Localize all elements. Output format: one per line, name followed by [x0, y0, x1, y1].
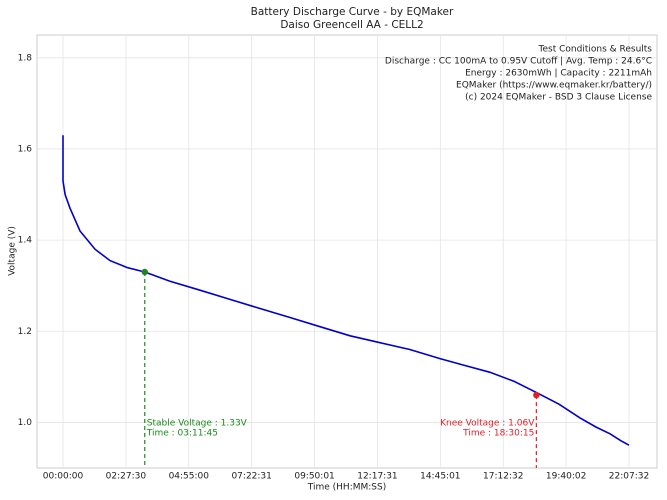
x-tick-label: 14:45:01 — [420, 472, 460, 482]
annotation-label: Knee Voltage : 1.06V — [440, 419, 535, 429]
x-tick-label: 17:12:32 — [483, 472, 523, 482]
y-tick-label: 1.6 — [18, 144, 33, 154]
x-tick-label: 19:40:02 — [546, 472, 586, 482]
info-text: Discharge : CC 100mA to 0.95V Cutoff | A… — [385, 57, 652, 67]
plot-area — [36, 34, 658, 469]
x-tick-label: 04:55:00 — [169, 472, 210, 482]
annotation-marker — [141, 268, 148, 276]
y-tick-label: 1.4 — [18, 236, 33, 246]
info-text: Energy : 2630mWh | Capacity : 2211mAh — [465, 69, 652, 79]
discharge-line — [62, 135, 630, 446]
annotation-label: Time : 03:11:45 — [146, 429, 218, 439]
y-tick-label: 1.2 — [18, 327, 32, 337]
annotation-label: Stable Voltage : 1.33V — [147, 419, 248, 429]
annotation-label: Time : 18:30:15 — [462, 429, 534, 439]
x-tick-label: 07:22:31 — [231, 472, 271, 482]
x-tick-label: 02:27:30 — [106, 472, 147, 482]
info-text: Test Conditions & Results — [538, 45, 653, 55]
chart-subtitle: Daiso Greencell AA - CELL2 — [280, 19, 423, 31]
x-tick-label: 12:17:31 — [357, 472, 397, 482]
info-text: EQMaker (https://www.eqmaker.kr/battery/… — [456, 81, 652, 91]
x-tick-label: 22:07:32 — [609, 472, 649, 482]
x-axis-label: Time (HH:MM:SS) — [307, 483, 386, 493]
info-text: (c) 2024 EQMaker - BSD 3 Clause License — [465, 93, 652, 103]
y-axis-label: Voltage (V) — [8, 226, 18, 276]
annotation-marker — [533, 391, 540, 399]
x-tick-label: 09:50:01 — [294, 472, 334, 482]
chart-title: Battery Discharge Curve - by EQMaker — [251, 6, 454, 18]
y-tick-label: 1.0 — [18, 418, 33, 428]
x-tick-label: 00:00:00 — [43, 472, 84, 482]
y-tick-label: 1.8 — [18, 53, 33, 63]
